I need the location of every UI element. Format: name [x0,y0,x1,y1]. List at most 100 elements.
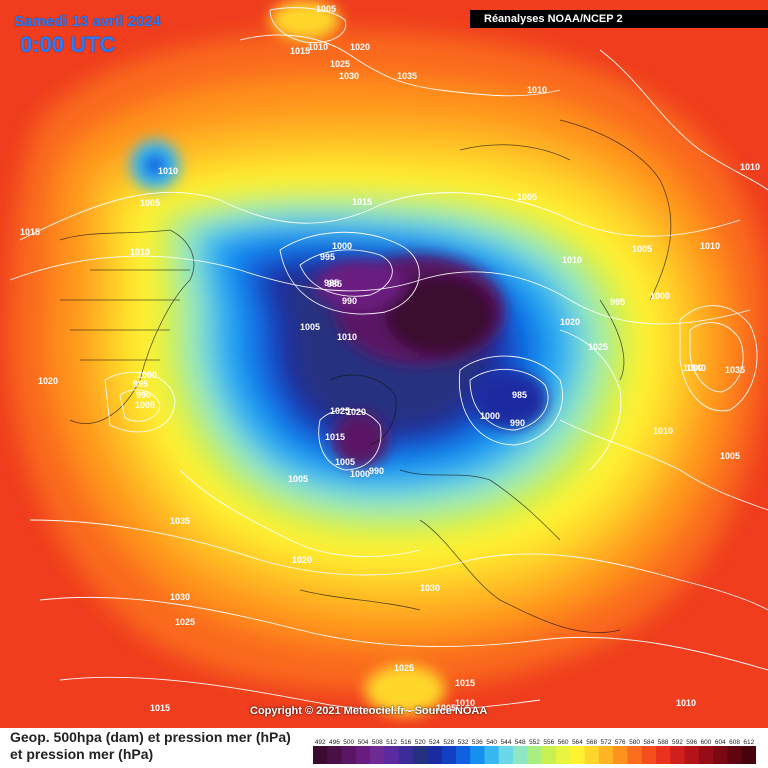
isobar-value-label: 990 [510,418,525,428]
isobar-value-label: 1015 [290,46,310,56]
isobar-value-label: 1005 [632,244,652,254]
colorbar-swatch [498,746,514,764]
colorbar-swatch [355,746,371,764]
isobar-value-label: 1020 [292,555,312,565]
colorbar-swatch [427,746,443,764]
colorbar-tick-label: 520 [415,739,426,746]
colorbar-tick-label: 584 [643,739,654,746]
isobar-value-label: 1025 [330,59,350,69]
colorbar-tick-label: 592 [672,739,683,746]
colorbar-tick-label: 496 [329,739,340,746]
isobar-value-label: 1020 [346,407,366,417]
isobar-value-label: 1010 [130,247,150,257]
isobar-value-label: 1010 [308,42,328,52]
isobar-value-label: 1010 [337,332,357,342]
isobar-value-label: 1015 [352,197,372,207]
colorbar-swatch [627,746,643,764]
isobar-value-label: 985 [327,279,342,289]
colorbar-swatch [713,746,728,764]
isobar-value-label: 985 [324,278,339,288]
colorbar-swatch [398,746,414,764]
colorbar-tick-label: 548 [515,739,526,746]
colorbar-swatch [413,746,428,764]
colorbar-tick-label: 512 [386,739,397,746]
colorbar-tick-label: 544 [500,739,511,746]
isobar-value-label: 1005 [140,198,160,208]
colorbar-tick-label: 560 [558,739,569,746]
isobar-value-label: 1005 [517,192,537,202]
colorbar-tick-label: 504 [358,739,369,746]
isobar-value-label: 1010 [653,426,673,436]
colorbar-swatch [470,746,485,764]
colorbar-tick-label: 532 [458,739,469,746]
isobar-value-label: 1000 [683,363,703,373]
colorbar-tick-label: 536 [472,739,483,746]
time-label: 0:00 UTC [20,32,116,57]
isobar-value-label: 1000 [137,370,157,380]
colorbar-tick-label: 580 [629,739,640,746]
colorbar-tick-label: 596 [686,739,697,746]
isobar-value-label: 995 [133,379,148,389]
colorbar-tick-label: 492 [315,739,326,746]
colorbar-swatch [313,746,328,764]
colorbar-tick-label: 564 [572,739,583,746]
isobar-value-label: 1015 [325,432,345,442]
colorbar-swatch [370,746,385,764]
colorbar-tick-label: 588 [658,739,669,746]
colorbar-swatch [555,746,571,764]
colorbar-tick-label: 500 [343,739,354,746]
colorbar-tick-label: 612 [743,739,754,746]
colorbar-swatch [341,746,357,764]
colorbar-tick-label: 524 [429,739,440,746]
isobar-value-label: 1005 [300,322,320,332]
colorbar-swatch [598,746,614,764]
colorbar-swatch [613,746,628,764]
colorbar-swatch [698,746,714,764]
isobar-value-label: 1005 [288,474,308,484]
colorbar-swatch [727,746,743,764]
isobar-value-label: 1035 [725,365,745,375]
isobar-value-label: 1005 [720,451,740,461]
isobar-value-label: 1020 [350,42,370,52]
isobars [9,7,768,711]
low-pressure-cores [130,0,548,715]
isobar-value-label: 1000 [650,291,670,301]
colorbar-swatch [655,746,671,764]
colorbar-swatch [684,746,700,764]
isobar-value-label: 1035 [170,516,190,526]
date-label: Samedi 13 avril 2024 [14,13,161,30]
coastlines [59,119,672,634]
colorbar-swatch [670,746,686,764]
colorbar-swatch [513,746,528,764]
colorbar-tick-label: 516 [400,739,411,746]
isobar-value-label: 1010 [455,698,475,708]
isobar-value-label: 1010 [562,255,582,265]
isobar-value-label: 1005 [135,400,155,410]
colorbar-tick-label: 508 [372,739,383,746]
colorbar-tick-label: 604 [715,739,726,746]
colorbar-tick-label: 600 [701,739,712,746]
colorbar-swatch [584,746,600,764]
isobar-value-label: 1010 [158,166,178,176]
isobar-value-label: 1020 [38,376,58,386]
isobar-value-label: 1005 [436,703,456,713]
colorbar-tick-label: 576 [615,739,626,746]
isobar-value-label: 1030 [339,71,359,81]
isobar-value-label: 1015 [150,703,170,713]
legend-title: Geop. 500hpa (dam) et pression mer (hPa) [10,729,291,745]
colorbar-swatch [741,746,756,764]
isobar-value-label: 1010 [527,85,547,95]
isobar-value-label: 1010 [700,241,720,251]
isobar-value-label: 1030 [170,592,190,602]
colorbar-tick-label: 552 [529,739,540,746]
isobar-value-label: 1010 [740,162,760,172]
isobar-value-label: 990 [342,296,357,306]
colorbar-tick-label: 556 [543,739,554,746]
colorbar-swatch [527,746,543,764]
isobar-value-label: 1025 [588,342,608,352]
isobar-value-label: 1010 [676,698,696,708]
colorbar-tick-label: 608 [729,739,740,746]
colorbar: 492 496 500 504 508 512 516 520 524 528 532 536 540 5… [313,739,756,764]
colorbar-tick-label: 540 [486,739,497,746]
